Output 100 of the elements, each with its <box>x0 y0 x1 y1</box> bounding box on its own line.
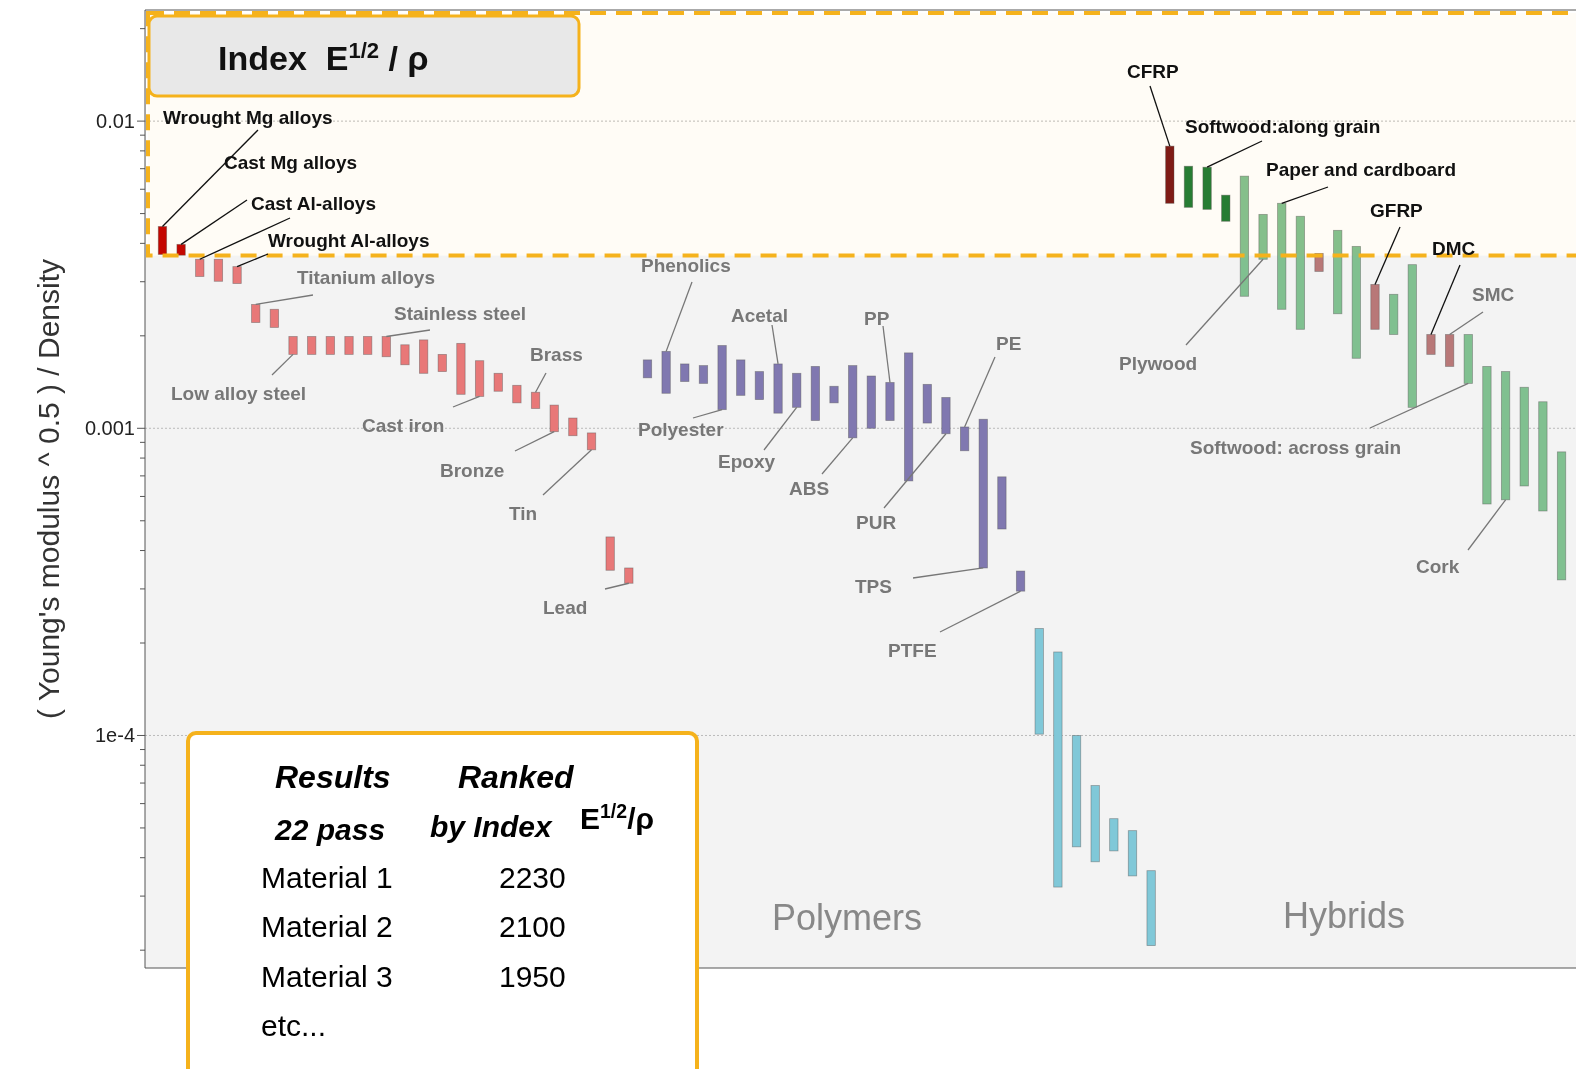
annotation: Material 2 <box>261 909 393 943</box>
bar <box>1370 284 1380 330</box>
bar <box>1146 870 1156 946</box>
bar <box>1351 245 1361 359</box>
bar <box>288 336 298 355</box>
bar <box>1258 213 1268 260</box>
annotation: 2230 <box>499 860 566 894</box>
bar <box>978 418 988 569</box>
bar <box>736 359 746 396</box>
annotation: Tin <box>509 502 538 524</box>
bar <box>1165 145 1175 204</box>
annotation: PE <box>996 332 1022 354</box>
annotation: TPS <box>855 575 892 597</box>
annotation: Stainless steel <box>394 302 527 324</box>
bar <box>1463 334 1473 384</box>
bar <box>232 266 242 284</box>
bar <box>754 371 764 400</box>
annotation: CFRP <box>1127 60 1180 82</box>
bar <box>680 363 690 382</box>
annotation: Paper and cardboard <box>1266 158 1457 180</box>
bar <box>792 372 802 408</box>
bar <box>400 344 410 366</box>
bar <box>363 336 373 355</box>
annotation: Polymers <box>772 896 923 938</box>
bar <box>1109 818 1119 852</box>
annotation: Hybrids <box>1283 894 1406 936</box>
annotation: Cast Al-alloys <box>251 192 376 214</box>
annotation: PTFE <box>888 639 937 661</box>
bar <box>381 336 391 358</box>
annotation: Titanium alloys <box>297 266 435 288</box>
bar <box>344 336 354 355</box>
bar <box>157 226 168 255</box>
bar <box>1445 334 1455 367</box>
annotation: Low alloy steel <box>171 382 307 404</box>
bar <box>1277 202 1287 310</box>
bar <box>176 243 186 256</box>
annotation: 2100 <box>499 909 566 943</box>
text: etc... <box>261 1008 327 1042</box>
bar <box>493 372 503 392</box>
annotation: Polyester <box>638 418 725 440</box>
annotation: Wrought Mg alloys <box>163 106 333 128</box>
bar <box>269 308 279 328</box>
bar <box>586 432 597 451</box>
bar <box>568 417 578 437</box>
annotation: Lead <box>543 596 588 618</box>
bar <box>1295 215 1305 330</box>
annotation: GFRP <box>1370 199 1424 221</box>
bar <box>642 359 653 379</box>
band-label: Index E$^{1/2}$ / ρ <box>218 37 429 77</box>
bar <box>1202 166 1212 210</box>
y-tick-label: 0.01 <box>96 110 135 133</box>
bar <box>904 352 914 482</box>
annotation: PUR <box>856 511 897 533</box>
bar <box>922 383 932 424</box>
annotation: Epoxy <box>718 450 776 472</box>
annotation: Bronze <box>440 459 505 481</box>
annotation: by Index <box>430 809 554 843</box>
annotation: PP <box>864 307 890 329</box>
bar <box>810 366 820 421</box>
bar <box>195 258 205 277</box>
bar <box>1127 830 1138 877</box>
annotation: SMC <box>1472 283 1515 305</box>
bar <box>848 365 858 439</box>
bar <box>530 391 541 409</box>
annotation: 1950 <box>499 959 566 993</box>
bar <box>1314 253 1324 272</box>
annotation: Softwood: across grain <box>1190 436 1402 458</box>
bar <box>1389 293 1399 335</box>
annotation: Cork <box>1416 555 1460 577</box>
bar <box>661 350 671 394</box>
bar <box>829 385 839 404</box>
bar <box>997 476 1007 530</box>
bar <box>1426 334 1436 355</box>
bar <box>866 375 876 429</box>
bar <box>605 536 615 571</box>
bar <box>437 354 447 372</box>
annotation: Softwood:along grain <box>1185 115 1381 137</box>
bar <box>1482 366 1492 505</box>
bar <box>213 258 224 282</box>
annotation: 22 pass <box>274 812 386 846</box>
bar <box>717 345 727 411</box>
bar <box>1500 371 1511 501</box>
bar <box>251 304 261 323</box>
annotation: Wrought Al-alloys <box>268 229 430 251</box>
bar <box>960 426 970 452</box>
bar <box>1556 451 1567 581</box>
bar <box>456 342 466 395</box>
bar <box>1053 651 1063 888</box>
bar <box>549 404 559 433</box>
bar <box>1519 386 1529 487</box>
bar <box>1221 194 1231 222</box>
bar <box>1538 401 1548 512</box>
bar <box>941 397 951 435</box>
bar <box>773 363 783 414</box>
annotation: Phenolics <box>641 254 731 276</box>
annotation: Ranked <box>458 759 576 796</box>
annotation: Brass <box>530 343 583 365</box>
annotation: Material 3 <box>261 959 393 993</box>
annotation: Acetal <box>731 304 789 326</box>
bar <box>474 360 485 397</box>
